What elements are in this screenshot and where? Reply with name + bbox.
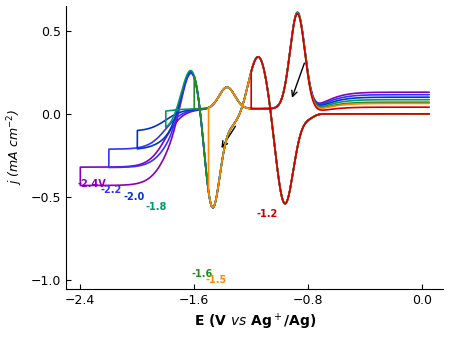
Text: -2.2: -2.2 — [100, 186, 122, 195]
Y-axis label: $j$ (mA cm$^{-2}$): $j$ (mA cm$^{-2}$) — [5, 109, 25, 185]
Text: -2.0: -2.0 — [123, 192, 144, 202]
Text: -2.4V: -2.4V — [78, 179, 106, 189]
X-axis label: E (V $\it{vs}$ Ag$^+$/Ag): E (V $\it{vs}$ Ag$^+$/Ag) — [194, 312, 316, 333]
Text: -1.8: -1.8 — [146, 202, 167, 212]
Text: -1.5: -1.5 — [206, 275, 227, 285]
Text: -1.2: -1.2 — [257, 209, 278, 219]
Text: -1.6: -1.6 — [191, 269, 213, 279]
